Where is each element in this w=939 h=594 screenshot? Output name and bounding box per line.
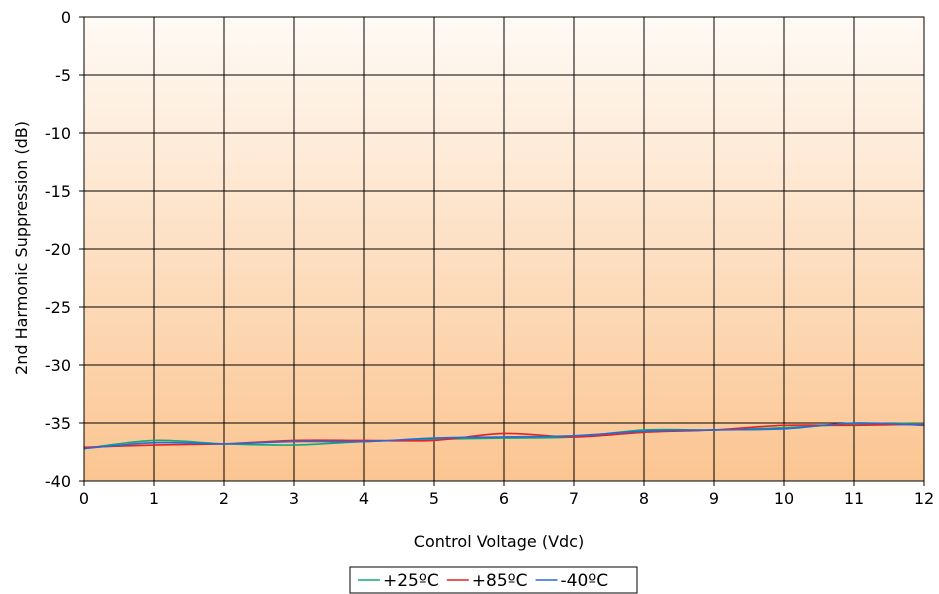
y-tick-label: -25 — [45, 298, 71, 317]
x-tick-label: 7 — [569, 489, 579, 508]
y-tick-label: 0 — [61, 8, 71, 27]
y-tick-label: -40 — [45, 472, 71, 491]
x-tick-label: 6 — [499, 489, 509, 508]
x-tick-label: 10 — [774, 489, 794, 508]
x-axis-title: Control Voltage (Vdc) — [414, 532, 584, 551]
y-tick-label: -5 — [55, 66, 71, 85]
y-tick-label: -15 — [45, 182, 71, 201]
x-tick-label: 12 — [914, 489, 934, 508]
y-tick-label: -10 — [45, 124, 71, 143]
x-tick-label: 8 — [639, 489, 649, 508]
x-tick-labels: 0 1 2 3 4 5 6 7 8 9 10 11 12 — [79, 489, 934, 508]
x-tick-label: 3 — [289, 489, 299, 508]
x-tick-label: 5 — [429, 489, 439, 508]
series-line-3 — [83, 422, 925, 450]
legend-label: +25ºC — [383, 571, 439, 591]
legend-box — [349, 566, 638, 594]
y-tick-label: -20 — [45, 240, 71, 259]
x-tick-label: 1 — [149, 489, 159, 508]
y-tick-labels: 0 -5 -10 -15 -20 -25 -30 -35 -40 — [45, 8, 71, 491]
x-tick-label: 2 — [219, 489, 229, 508]
x-tick-label: 11 — [844, 489, 864, 508]
y-axis-title: 2nd Harmonic Suppression (dB) — [12, 121, 31, 375]
x-tick-label: 4 — [359, 489, 369, 508]
y-tick-label: -30 — [45, 356, 71, 375]
y-tick-label: -35 — [45, 414, 71, 433]
legend-label: +85ºC — [472, 571, 528, 591]
x-tick-label: 9 — [709, 489, 719, 508]
x-tick-label: 0 — [79, 489, 89, 508]
gridlines — [79, 16, 925, 486]
series-layer — [83, 422, 925, 450]
plot-frame — [83, 16, 925, 482]
legend-label: -40ºC — [561, 571, 609, 591]
legend: +25ºC +85ºC -40ºC — [349, 566, 638, 594]
